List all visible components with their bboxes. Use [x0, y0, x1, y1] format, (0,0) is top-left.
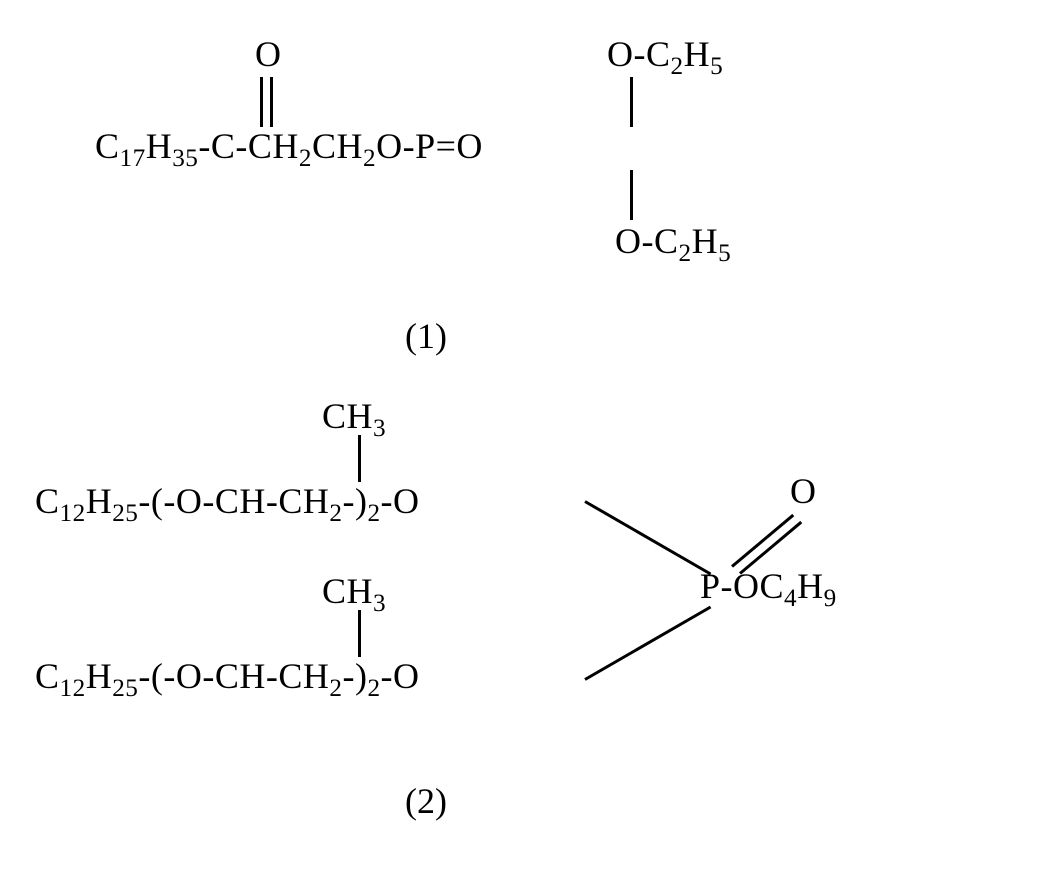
s2-chain-top: C12H25-(-O-CH-CH2-)2-O — [35, 480, 420, 528]
s2-top-o-p-bond — [584, 500, 711, 575]
s1-p-oet-bot-bond — [630, 170, 633, 220]
s2-bot-o-p-bond — [584, 606, 711, 681]
s2-p-dbl-o-bond-1 — [731, 514, 794, 568]
s1-p-oet-top-bond — [630, 77, 633, 127]
s2-p-oc4h9: P-OC4H9 — [700, 565, 837, 613]
s1-carbonyl-bond-2 — [270, 77, 273, 127]
s2-methyl-bottom: CH3 — [322, 570, 386, 618]
s2-methyl-top-bond — [358, 435, 361, 482]
s2-chain-bottom: C12H25-(-O-CH-CH2-)2-O — [35, 655, 420, 703]
s1-carbonyl-bond-1 — [260, 77, 263, 127]
s1-ethoxy-bottom: O-C2H5 — [615, 220, 731, 268]
s2-label: (2) — [405, 780, 447, 822]
s1-carbonyl-oxygen: O — [255, 33, 282, 75]
s2-methyl-bot-bond — [358, 610, 361, 657]
s2-phosphoryl-oxygen: O — [790, 470, 817, 512]
s1-label: (1) — [405, 315, 447, 357]
s1-ethoxy-top: O-C2H5 — [607, 33, 723, 81]
chemical-structures-canvas: C17H35-C-CH2CH2O-P=O O O-C2H5 O-C2H5 (1)… — [0, 0, 1041, 881]
s2-methyl-top: CH3 — [322, 395, 386, 443]
s1-main-chain: C17H35-C-CH2CH2O-P=O — [95, 125, 483, 173]
